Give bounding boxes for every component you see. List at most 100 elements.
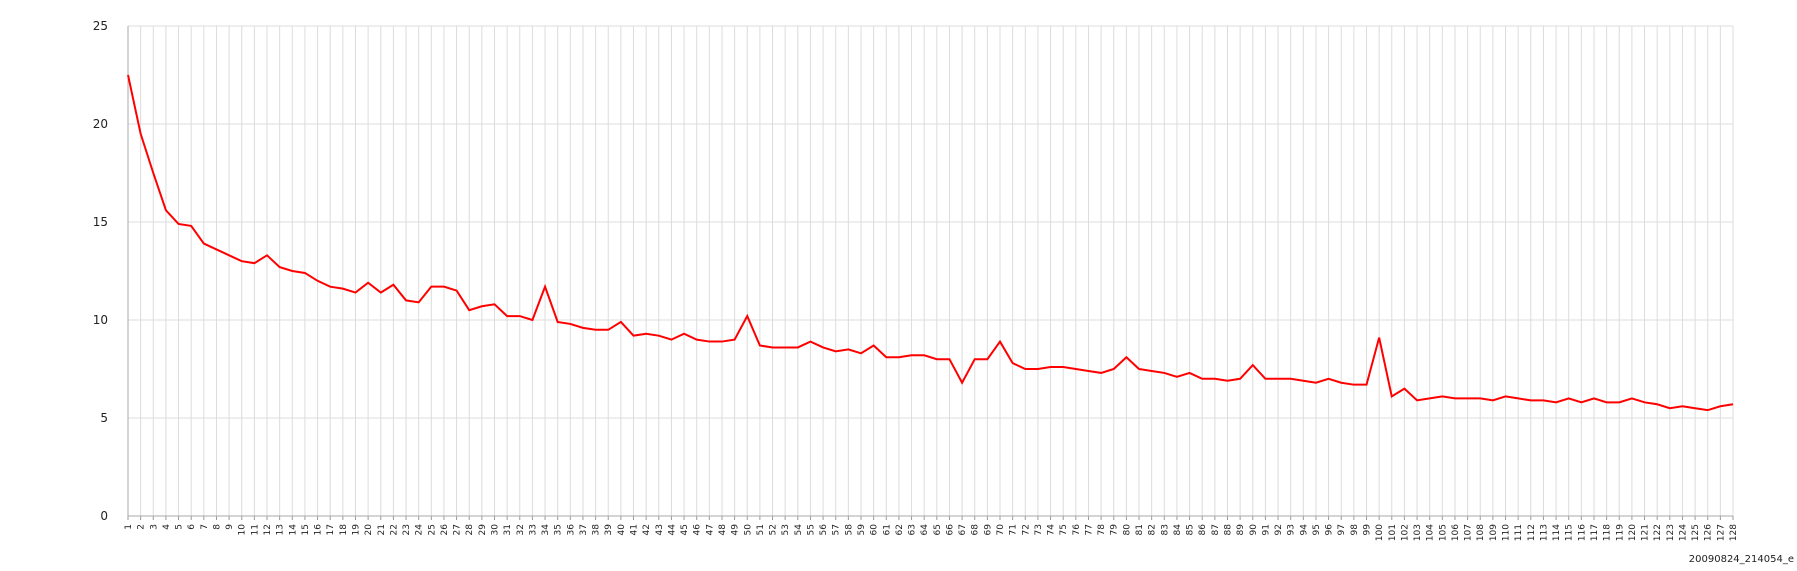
x-tick-label: 101 <box>1388 524 1398 541</box>
x-tick-label: 108 <box>1476 524 1486 541</box>
x-tick-label: 85 <box>1186 524 1196 535</box>
x-tick-label: 86 <box>1198 524 1208 536</box>
x-tick-label: 31 <box>503 524 513 535</box>
x-tick-label: 68 <box>971 524 981 536</box>
x-tick-label: 115 <box>1565 524 1575 541</box>
y-tick-label: 15 <box>93 215 108 229</box>
x-tick-label: 52 <box>769 524 779 535</box>
x-tick-label: 109 <box>1489 524 1499 541</box>
y-tick-label: 20 <box>93 117 108 131</box>
x-tick-label: 122 <box>1653 524 1663 541</box>
x-tick-label: 125 <box>1691 524 1701 541</box>
x-tick-label: 43 <box>655 524 665 535</box>
x-tick-label: 14 <box>288 524 298 536</box>
x-tick-label: 88 <box>1223 524 1233 536</box>
x-tick-label: 113 <box>1539 524 1549 541</box>
x-tick-label: 49 <box>731 524 741 536</box>
x-tick-label: 93 <box>1287 524 1297 535</box>
x-tick-label: 40 <box>617 524 627 536</box>
x-tick-label: 120 <box>1628 524 1638 541</box>
x-tick-label: 51 <box>756 524 766 535</box>
x-tick-label: 71 <box>1009 524 1019 535</box>
x-tick-label: 15 <box>301 524 311 535</box>
x-tick-label: 73 <box>1034 524 1044 535</box>
x-tick-label: 95 <box>1312 524 1322 535</box>
x-tick-label: 10 <box>238 524 248 536</box>
x-tick-label: 83 <box>1160 524 1170 535</box>
x-tick-label: 17 <box>326 524 336 535</box>
x-tick-label: 112 <box>1527 524 1537 541</box>
x-tick-label: 48 <box>718 524 728 536</box>
x-tick-label: 12 <box>263 524 273 535</box>
x-tick-label: 90 <box>1249 524 1259 536</box>
x-tick-label: 26 <box>440 524 450 536</box>
x-tick-label: 92 <box>1274 524 1284 535</box>
x-tick-label: 70 <box>996 524 1006 536</box>
x-tick-label: 61 <box>882 524 892 535</box>
x-tick-label: 9 <box>225 524 235 530</box>
x-tick-label: 30 <box>490 524 500 536</box>
x-tick-label: 114 <box>1552 524 1562 541</box>
x-tick-label: 59 <box>857 524 867 536</box>
x-tick-label: 76 <box>1072 524 1082 536</box>
x-tick-label: 80 <box>1122 524 1132 536</box>
x-tick-label: 38 <box>592 524 602 536</box>
x-tick-label: 67 <box>958 524 968 535</box>
x-tick-label: 19 <box>351 524 361 536</box>
x-tick-label: 78 <box>1097 524 1107 536</box>
x-tick-label: 58 <box>844 524 854 536</box>
x-tick-label: 21 <box>377 524 387 535</box>
x-tick-label: 64 <box>920 524 930 536</box>
x-tick-label: 105 <box>1438 524 1448 541</box>
x-tick-label: 99 <box>1363 524 1373 536</box>
x-tick-label: 91 <box>1261 524 1271 535</box>
x-tick-label: 25 <box>427 524 437 535</box>
x-tick-label: 1 <box>124 524 134 530</box>
x-tick-label: 117 <box>1590 524 1600 541</box>
x-tick-label: 87 <box>1211 524 1221 535</box>
x-tick-label: 5 <box>175 524 185 530</box>
x-tick-label: 28 <box>465 524 475 536</box>
y-tick-label: 5 <box>100 411 108 425</box>
caption: 20090824_214054_e <box>1689 554 1794 565</box>
x-tick-label: 7 <box>200 524 210 530</box>
x-tick-label: 29 <box>478 524 488 536</box>
x-tick-label: 116 <box>1577 524 1587 541</box>
x-tick-label: 127 <box>1716 524 1726 541</box>
x-tick-label: 79 <box>1110 524 1120 536</box>
y-tick-label: 10 <box>93 313 108 327</box>
x-tick-label: 81 <box>1135 524 1145 535</box>
x-tick-label: 45 <box>680 524 690 535</box>
x-tick-label: 46 <box>693 524 703 536</box>
x-tick-label: 62 <box>895 524 905 535</box>
x-tick-label: 44 <box>667 524 677 536</box>
x-tick-label: 94 <box>1299 524 1309 536</box>
x-tick-label: 110 <box>1502 524 1512 541</box>
x-tick-label: 27 <box>453 524 463 535</box>
x-tick-label: 69 <box>983 524 993 536</box>
x-tick-label: 50 <box>743 524 753 536</box>
x-tick-label: 8 <box>212 524 222 530</box>
x-tick-label: 111 <box>1514 524 1524 541</box>
x-tick-label: 107 <box>1464 524 1474 541</box>
x-tick-label: 32 <box>516 524 526 535</box>
x-tick-label: 102 <box>1400 524 1410 541</box>
x-tick-label: 96 <box>1325 524 1335 536</box>
x-tick-label: 84 <box>1173 524 1183 536</box>
x-tick-label: 106 <box>1451 524 1461 541</box>
x-tick-label: 97 <box>1337 524 1347 535</box>
x-tick-label: 72 <box>1021 524 1031 535</box>
x-tick-label: 33 <box>528 524 538 535</box>
x-tick-label: 124 <box>1678 524 1688 541</box>
x-tick-label: 6 <box>187 524 197 530</box>
x-tick-label: 66 <box>945 524 955 536</box>
x-tick-label: 23 <box>402 524 412 535</box>
x-tick-label: 37 <box>579 524 589 535</box>
x-tick-label: 2 <box>137 524 147 530</box>
x-tick-label: 41 <box>630 524 640 535</box>
x-tick-label: 126 <box>1704 524 1714 541</box>
x-tick-label: 3 <box>149 524 159 530</box>
x-tick-label: 89 <box>1236 524 1246 536</box>
data-line <box>127 74 1734 412</box>
